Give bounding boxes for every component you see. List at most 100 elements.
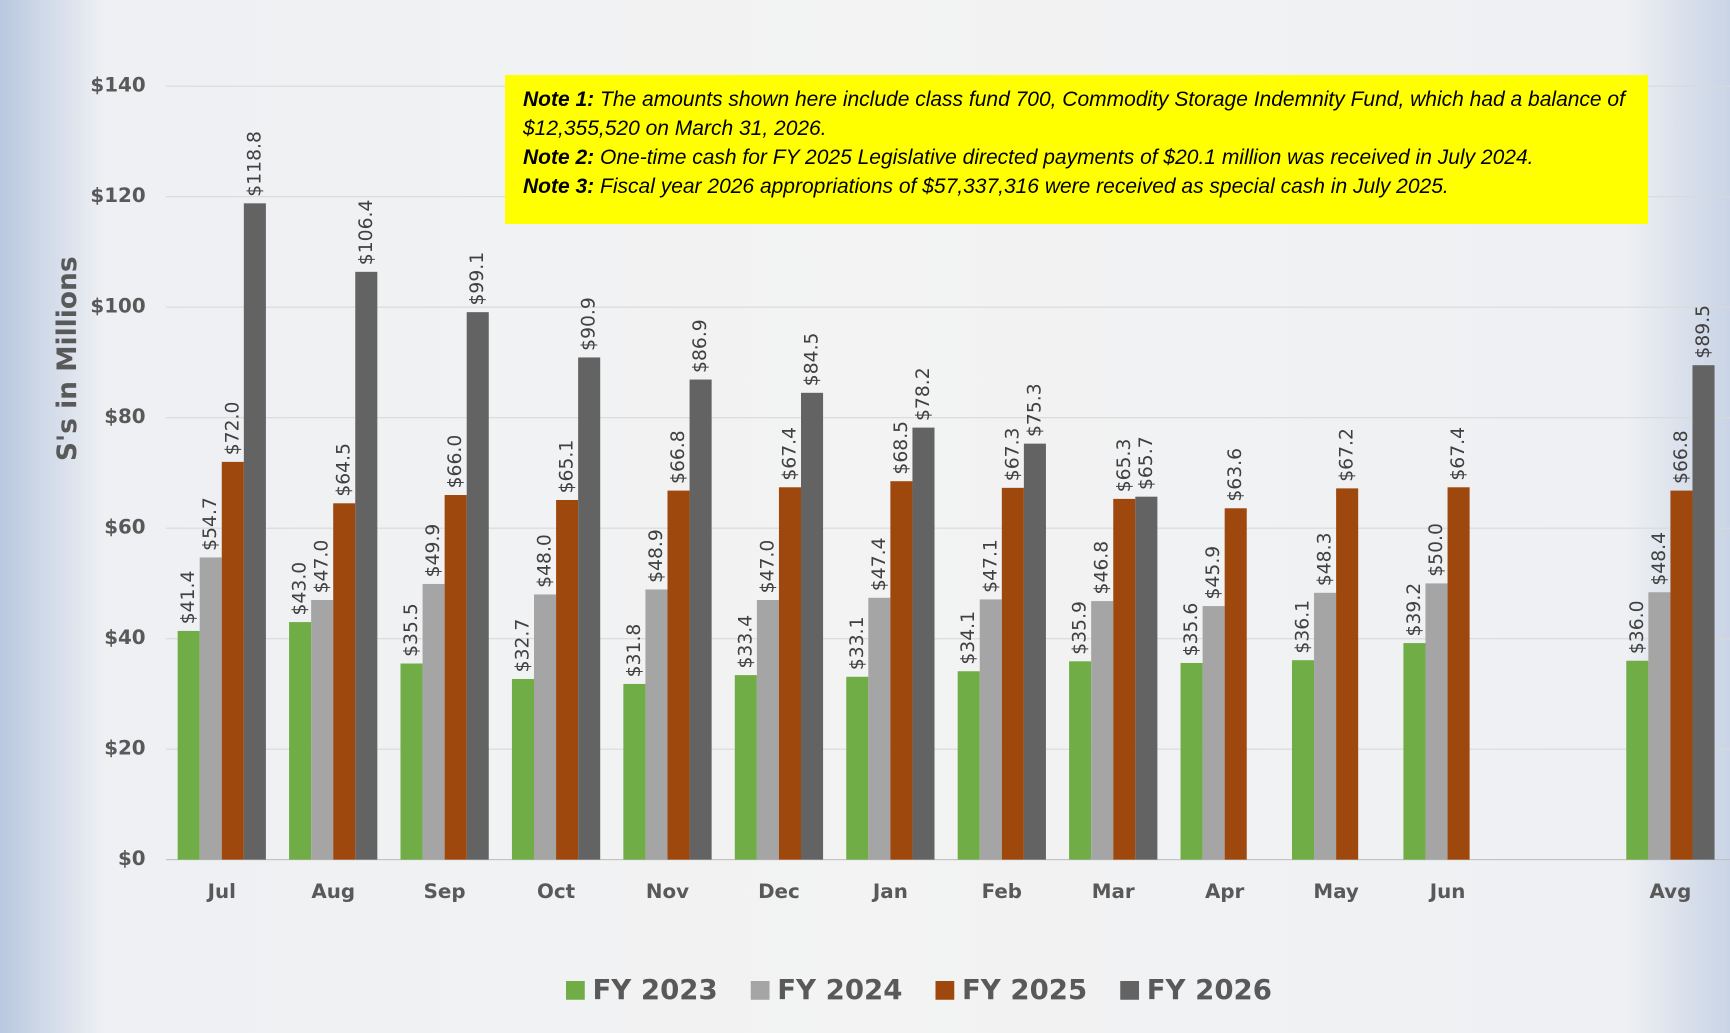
note: Note 2: One-time cash for FY 2025 Legisl… xyxy=(523,143,1630,172)
y-tick-label: $120 xyxy=(90,184,145,207)
bar xyxy=(645,589,668,860)
bar xyxy=(1403,643,1426,860)
legend-swatch xyxy=(566,980,585,1000)
bar xyxy=(1648,592,1671,860)
data-label: $31.8 xyxy=(624,624,645,678)
bar xyxy=(1425,583,1448,860)
note: Note 3: Fiscal year 2026 appropriations … xyxy=(523,172,1630,201)
bar xyxy=(1447,487,1470,860)
bar xyxy=(311,599,334,860)
data-label: $46.8 xyxy=(1092,541,1113,595)
data-label: $47.0 xyxy=(757,540,778,594)
bar xyxy=(199,557,222,860)
x-tick-label: Jul xyxy=(206,880,236,903)
x-tick-label: Sep xyxy=(424,880,466,903)
bar xyxy=(422,583,445,860)
data-label: $63.6 xyxy=(1225,448,1246,502)
data-label: $90.9 xyxy=(579,297,600,351)
bar xyxy=(890,481,913,860)
bar xyxy=(1113,498,1136,860)
data-label: $47.0 xyxy=(312,540,333,594)
data-label: $68.5 xyxy=(891,421,912,475)
data-label: $99.1 xyxy=(467,252,488,306)
bar xyxy=(1224,508,1247,860)
data-label: $75.3 xyxy=(1024,383,1045,437)
legend-label: FY 2024 xyxy=(777,973,902,1006)
data-label: $67.4 xyxy=(1448,427,1469,481)
data-label: $54.7 xyxy=(200,497,221,551)
data-label: $118.8 xyxy=(244,131,265,197)
bar xyxy=(333,503,356,860)
data-label: $48.4 xyxy=(1649,532,1670,586)
data-label: $67.2 xyxy=(1337,428,1358,482)
data-label: $78.2 xyxy=(913,367,934,421)
y-tick-label: $80 xyxy=(104,405,145,428)
bar xyxy=(1336,488,1359,860)
y-tick-label: $0 xyxy=(118,847,146,870)
data-label: $65.1 xyxy=(557,440,578,494)
bar xyxy=(734,675,757,860)
data-label: $35.5 xyxy=(401,603,422,657)
data-label: $48.0 xyxy=(535,534,556,588)
bar xyxy=(689,379,712,860)
data-label: $48.9 xyxy=(646,529,667,583)
bar xyxy=(556,499,579,860)
data-label: $49.9 xyxy=(423,524,444,578)
bar xyxy=(1314,592,1337,860)
data-label: $84.5 xyxy=(802,333,823,387)
notes-box: Note 1: The amounts shown here include c… xyxy=(505,75,1648,224)
bar xyxy=(1001,487,1024,860)
data-label: $67.3 xyxy=(1002,428,1023,482)
data-label: $72.0 xyxy=(222,402,243,456)
note-label: Note 1: xyxy=(523,88,595,111)
data-label: $66.8 xyxy=(668,430,689,484)
data-label: $64.5 xyxy=(334,443,355,497)
x-tick-label: Mar xyxy=(1092,880,1135,903)
bar xyxy=(444,495,467,860)
x-tick-label: Dec xyxy=(758,880,800,903)
legend-swatch xyxy=(1120,980,1140,1000)
x-tick-label: Nov xyxy=(646,880,689,903)
bar xyxy=(846,676,869,860)
bar xyxy=(289,622,312,860)
note-label: Note 3: xyxy=(523,175,595,198)
data-label: $34.1 xyxy=(958,611,979,665)
data-label: $33.1 xyxy=(847,616,868,670)
legend-swatch xyxy=(935,980,955,1000)
bar xyxy=(578,357,601,860)
bar xyxy=(979,599,1002,860)
x-tick-label: Feb xyxy=(982,880,1022,903)
y-tick-label: $100 xyxy=(90,295,145,318)
y-tick-label: $60 xyxy=(104,516,145,539)
y-tick-label: $140 xyxy=(90,74,145,97)
bar xyxy=(177,630,200,860)
y-tick-label: $40 xyxy=(104,626,145,649)
bar xyxy=(868,597,891,860)
bar xyxy=(1135,496,1158,860)
bar xyxy=(912,427,935,860)
bar xyxy=(1069,661,1092,860)
x-tick-label: Aug xyxy=(311,880,355,903)
data-label: $48.3 xyxy=(1315,532,1336,586)
data-label: $66.8 xyxy=(1671,430,1692,484)
note: Note 1: The amounts shown here include c… xyxy=(523,85,1630,143)
x-tick-label: May xyxy=(1313,880,1359,903)
legend-label: FY 2025 xyxy=(962,973,1087,1006)
legend-label: FY 2023 xyxy=(592,973,717,1006)
bar xyxy=(466,312,489,860)
data-label: $47.1 xyxy=(980,539,1001,593)
bar xyxy=(1202,606,1225,860)
bar xyxy=(623,683,646,860)
data-label: $65.7 xyxy=(1136,436,1157,490)
x-tick-label: Oct xyxy=(537,880,576,903)
data-label: $41.4 xyxy=(178,571,199,625)
x-tick-label: Apr xyxy=(1205,880,1245,903)
bar xyxy=(355,271,378,860)
x-tick-label: Jan xyxy=(871,880,908,903)
data-label: $50.0 xyxy=(1426,523,1447,577)
data-label: $66.0 xyxy=(445,435,466,489)
bar xyxy=(400,663,423,860)
bar xyxy=(221,461,244,860)
bar xyxy=(801,392,824,860)
